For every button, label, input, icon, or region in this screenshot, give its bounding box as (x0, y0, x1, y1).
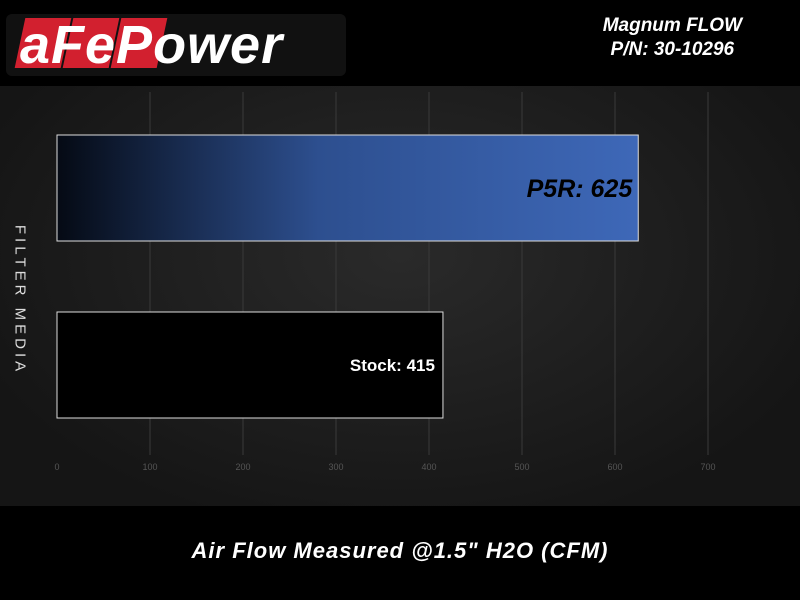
afe-power-logo: aFePower (6, 14, 346, 76)
x-tick-label: 200 (235, 462, 250, 472)
logo-text: aFePower (20, 15, 284, 75)
chart-title: Magnum FLOW P/N: 30-10296 (603, 14, 742, 62)
header: aFePower Magnum FLOW P/N: 30-10296 (0, 0, 800, 86)
data-label: Stock: 415 (350, 356, 435, 375)
data-label: P5R: 625 (527, 175, 634, 203)
bar-stock (56, 311, 444, 419)
footer (0, 506, 800, 600)
x-tick-label: 600 (607, 462, 622, 472)
x-tick-label: 300 (328, 462, 343, 472)
x-tick-label: 0 (54, 462, 59, 472)
x-tick-label: 500 (514, 462, 529, 472)
x-tick-label: 400 (421, 462, 436, 472)
x-tick-label: 100 (142, 462, 157, 472)
title-line1: Magnum FLOW (602, 15, 742, 36)
title-line2: P/N: 30-10296 (610, 39, 735, 60)
x-tick-label: 700 (700, 462, 715, 472)
bar-p5r (56, 134, 639, 242)
x-axis-label: Air Flow Measured @1.5" H2O (CFM) (191, 538, 609, 563)
